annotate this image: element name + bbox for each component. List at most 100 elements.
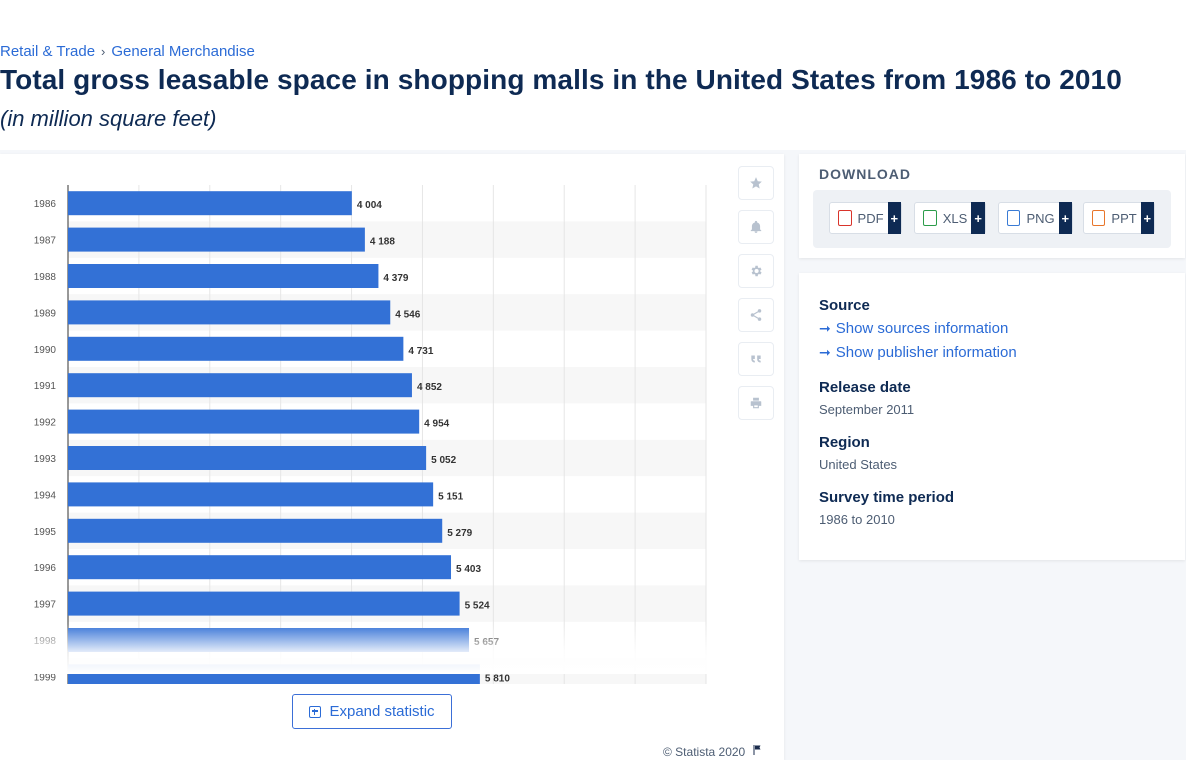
bar-chart: 1986 4 004 1987 4 188 1988 4 379 1989 4 546 1990… [34,185,707,684]
share-icon [750,309,762,321]
download-ppt-label: PPT [1111,210,1137,226]
tick-label: 1995 [34,527,57,538]
quote-icon [751,355,761,363]
favorite-button[interactable] [738,166,774,200]
data-label: 4 004 [357,200,382,211]
statistic-info-card: Source ➞ Show sources information ➞ Show… [799,273,1185,560]
bar [68,191,352,216]
survey-period-heading: Survey time period [819,489,955,506]
copyright-text[interactable]: © Statista 2020 [663,744,746,759]
data-label: 4 852 [417,382,442,393]
tick-label: 1996 [34,563,57,574]
breadcrumb-retail-trade[interactable]: Retail & Trade [0,43,96,60]
show-sources-link[interactable]: ➞ Show sources information [819,320,1008,337]
download-title: DOWNLOAD [819,166,911,182]
breadcrumb-general-merchandise[interactable]: General Merchandise [111,43,255,60]
share-button[interactable] [738,298,774,332]
download-png-label: PNG [1026,210,1055,226]
arrow-right-icon: ➞ [819,320,831,336]
show-publisher-label: Show publisher information [835,344,1017,361]
page-subtitle: (in million square feet) [0,106,217,131]
header-band [0,0,1186,150]
tick-label: 1997 [34,600,57,611]
release-date-heading: Release date [819,379,911,396]
download-png-button[interactable]: PNG + [998,202,1073,234]
bar [68,591,460,616]
data-label: 4 954 [424,419,449,430]
star-icon [750,177,762,189]
download-xls-plus[interactable]: + [971,202,985,234]
download-png-plus[interactable]: + [1058,202,1072,234]
bar [68,555,452,580]
download-ppt-plus[interactable]: + [1140,202,1154,234]
data-label: 4 379 [383,273,408,284]
page-title: Total gross leasable space in shopping m… [0,64,1122,95]
expand-statistic-label: Expand statistic [329,703,435,720]
expand-statistic-button[interactable]: Expand statistic [292,694,452,729]
bar [68,300,391,325]
gear-icon [751,265,762,277]
settings-button[interactable] [738,254,774,288]
tick-label: 1990 [34,345,57,356]
tick-label: 1993 [34,454,57,465]
download-xls-button[interactable]: XLS + [914,202,986,234]
data-label: 5 279 [447,528,472,539]
download-buttons: PDF + XLS + PNG + PPT + [813,190,1171,248]
release-date-value: September 2011 [819,402,915,417]
print-icon [750,397,762,409]
download-pdf-button[interactable]: PDF + [829,202,902,234]
data-label: 5 403 [456,564,481,575]
tick-label: 1988 [34,272,57,283]
data-label: 5 810 [485,673,510,684]
region-heading: Region [819,434,870,451]
tick-label: 1999 [34,672,57,683]
bar [68,518,443,543]
expand-icon [309,705,322,718]
print-button[interactable] [738,386,774,420]
arrow-right-icon: ➞ [819,344,831,360]
chart-toolbar [738,166,774,420]
tick-label: 1992 [34,418,57,429]
survey-period-value: 1986 to 2010 [819,512,895,527]
download-card: DOWNLOAD PDF + XLS + PNG + PPT + [799,154,1185,258]
show-sources-label: Show sources information [835,320,1009,337]
pdf-icon [838,210,852,226]
bar [68,482,434,507]
data-label: 4 188 [370,237,395,248]
download-pdf-plus[interactable]: + [887,202,901,234]
tick-label: 1994 [34,490,57,501]
bar [68,264,379,288]
bar [68,336,404,361]
download-xls-label: XLS [942,210,968,226]
breadcrumb: Retail & Trade › General Merchandise [0,43,255,60]
data-label: 5 151 [438,491,463,502]
png-icon [1007,210,1021,226]
chart-fade-overlay [30,624,720,674]
bell-icon [750,220,762,233]
notification-button[interactable] [738,210,774,244]
download-ppt-button[interactable]: PPT + [1083,202,1155,234]
source-heading: Source [819,297,870,314]
data-label: 5 524 [465,601,490,612]
tick-label: 1987 [34,236,57,247]
data-label: 5 052 [431,455,456,466]
bar [68,409,420,434]
ppt-icon [1092,210,1106,226]
download-pdf-label: PDF [857,210,884,226]
tick-label: 1991 [34,381,57,392]
chart-card: 1986 4 004 1987 4 188 1988 4 379 1989 4 546 1990… [0,154,784,760]
cite-button[interactable] [738,342,774,376]
tick-label: 1989 [34,308,57,319]
copyright: © Statista 2020 [663,744,763,759]
bar [68,373,412,398]
bar [68,227,365,252]
show-publisher-link[interactable]: ➞ Show publisher information [819,344,1017,361]
data-label: 4 731 [408,346,433,357]
bar [68,446,427,470]
xls-icon [923,210,937,226]
region-value: United States [819,457,898,472]
data-label: 4 546 [395,309,420,320]
flag-icon[interactable] [751,744,763,759]
tick-label: 1986 [34,199,57,210]
breadcrumb-separator: › [101,44,106,59]
